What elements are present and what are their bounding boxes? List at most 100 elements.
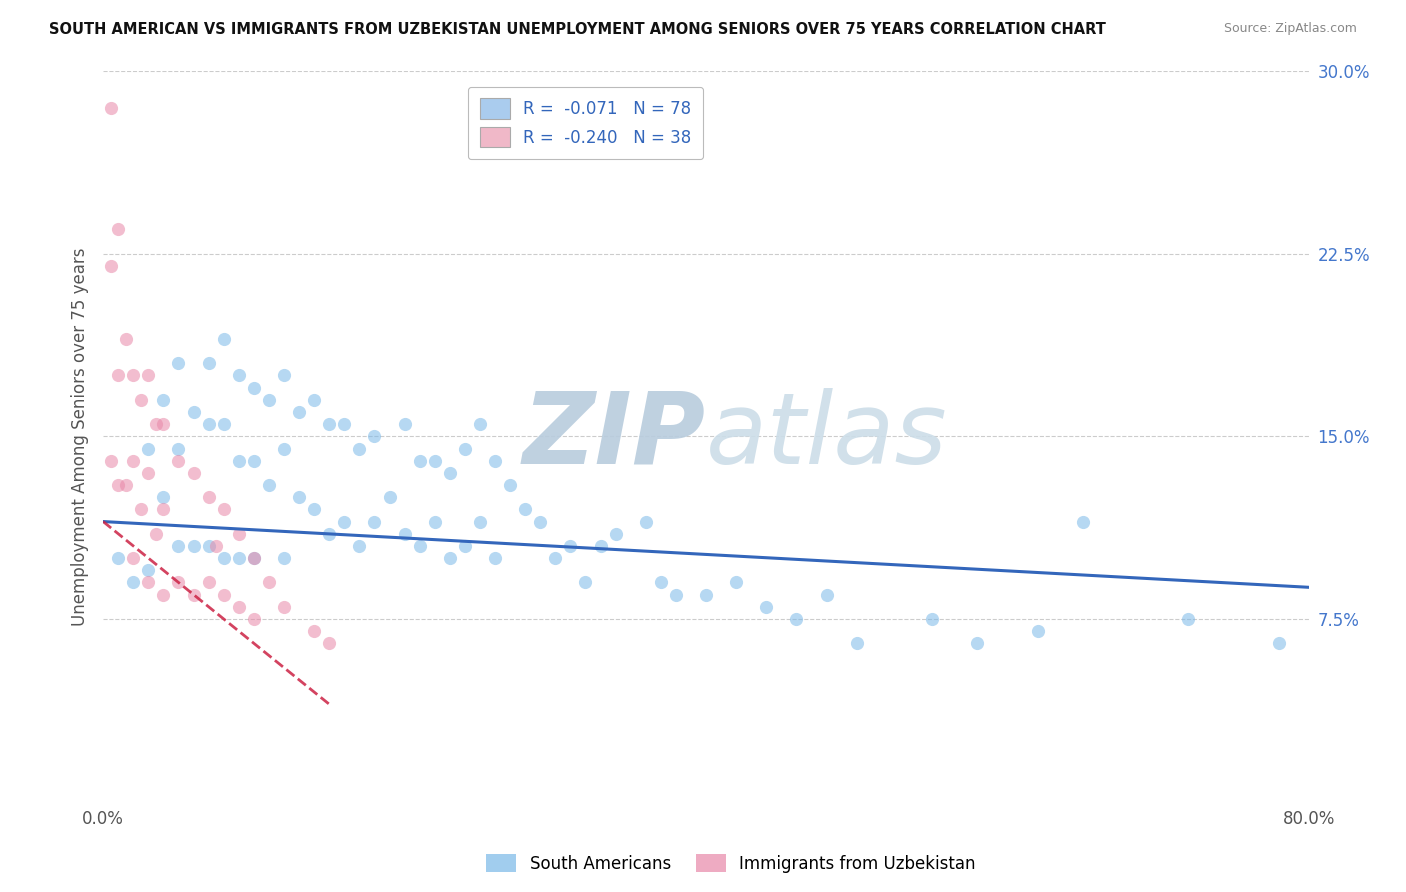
Point — [167, 575, 190, 590]
Point — [468, 515, 491, 529]
Point — [145, 417, 167, 432]
Point — [197, 575, 219, 590]
Point — [273, 442, 295, 456]
Point — [515, 502, 537, 516]
Point — [114, 478, 136, 492]
Point — [394, 417, 416, 432]
Point — [183, 539, 205, 553]
Point — [363, 429, 385, 443]
Point — [1026, 624, 1049, 639]
Point — [212, 332, 235, 346]
Point — [349, 442, 371, 456]
Point — [138, 442, 160, 456]
Point — [785, 612, 807, 626]
Point — [363, 515, 385, 529]
Point — [122, 453, 145, 467]
Point — [107, 551, 129, 566]
Point — [454, 539, 477, 553]
Point — [468, 417, 491, 432]
Point — [138, 575, 160, 590]
Point — [152, 392, 174, 407]
Point — [560, 539, 582, 553]
Point — [243, 551, 266, 566]
Point — [454, 442, 477, 456]
Point — [167, 356, 190, 370]
Point — [378, 490, 401, 504]
Point — [302, 502, 325, 516]
Point — [212, 588, 235, 602]
Point — [966, 636, 988, 650]
Point — [243, 453, 266, 467]
Point — [107, 478, 129, 492]
Point — [1071, 515, 1094, 529]
Legend: R =  -0.071   N = 78, R =  -0.240   N = 38: R = -0.071 N = 78, R = -0.240 N = 38 — [468, 87, 703, 159]
Point — [439, 466, 461, 480]
Point — [167, 539, 190, 553]
Point — [212, 502, 235, 516]
Point — [243, 381, 266, 395]
Point — [212, 417, 235, 432]
Point — [273, 599, 295, 614]
Point — [921, 612, 943, 626]
Point — [302, 392, 325, 407]
Point — [423, 453, 446, 467]
Point — [138, 466, 160, 480]
Point — [129, 502, 152, 516]
Point — [114, 332, 136, 346]
Point — [439, 551, 461, 566]
Point — [484, 453, 506, 467]
Point — [257, 575, 280, 590]
Point — [152, 417, 174, 432]
Point — [243, 551, 266, 566]
Point — [167, 442, 190, 456]
Point — [183, 405, 205, 419]
Point — [122, 551, 145, 566]
Point — [197, 356, 219, 370]
Point — [605, 526, 627, 541]
Point — [257, 478, 280, 492]
Text: ZIP: ZIP — [523, 388, 706, 485]
Point — [100, 453, 122, 467]
Point — [228, 551, 250, 566]
Point — [544, 551, 567, 566]
Point — [228, 599, 250, 614]
Point — [423, 515, 446, 529]
Point — [273, 368, 295, 383]
Point — [273, 551, 295, 566]
Point — [349, 539, 371, 553]
Text: Source: ZipAtlas.com: Source: ZipAtlas.com — [1223, 22, 1357, 36]
Point — [243, 612, 266, 626]
Point — [695, 588, 717, 602]
Point — [333, 515, 356, 529]
Point — [529, 515, 551, 529]
Point — [665, 588, 688, 602]
Point — [197, 490, 219, 504]
Point — [100, 101, 122, 115]
Point — [333, 417, 356, 432]
Point — [228, 453, 250, 467]
Point — [100, 259, 122, 273]
Point — [302, 624, 325, 639]
Text: SOUTH AMERICAN VS IMMIGRANTS FROM UZBEKISTAN UNEMPLOYMENT AMONG SENIORS OVER 75 : SOUTH AMERICAN VS IMMIGRANTS FROM UZBEKI… — [49, 22, 1107, 37]
Point — [152, 502, 174, 516]
Point — [129, 392, 152, 407]
Point — [122, 368, 145, 383]
Point — [574, 575, 596, 590]
Point — [197, 417, 219, 432]
Point — [122, 575, 145, 590]
Point — [318, 636, 340, 650]
Point — [408, 539, 430, 553]
Point — [394, 526, 416, 541]
Point — [183, 588, 205, 602]
Point — [499, 478, 522, 492]
Point — [288, 405, 311, 419]
Point — [650, 575, 672, 590]
Point — [755, 599, 778, 614]
Point — [257, 392, 280, 407]
Point — [484, 551, 506, 566]
Point — [815, 588, 838, 602]
Point — [167, 453, 190, 467]
Point — [145, 526, 167, 541]
Point — [138, 563, 160, 577]
Point — [107, 222, 129, 236]
